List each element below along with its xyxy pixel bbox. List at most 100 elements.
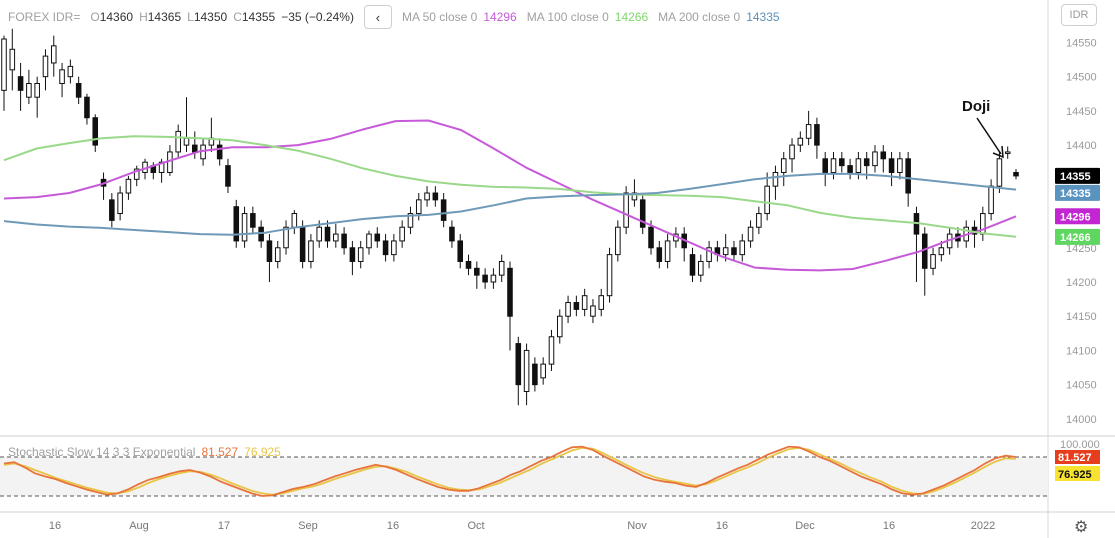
candle-body	[698, 260, 704, 276]
chevron-left-icon: ‹	[375, 9, 381, 25]
candle-body	[805, 124, 812, 139]
candle-body	[905, 158, 911, 194]
open-value: 14360	[99, 10, 134, 24]
high-label: H	[139, 10, 148, 24]
candle-body	[747, 226, 754, 242]
candle-body	[822, 158, 828, 173]
ma100-value: 14266	[614, 10, 649, 24]
candle-body	[216, 144, 223, 160]
ma100-price-badge	[1055, 228, 1100, 245]
candle-body	[996, 158, 1003, 187]
candle-body	[930, 254, 936, 269]
candle-body	[299, 226, 306, 262]
candle-body	[9, 48, 16, 71]
candle-body	[664, 240, 671, 262]
ma200-label[interactable]: MA 200 close 0	[658, 10, 741, 24]
ma200-price-badge-text: 14335	[1060, 188, 1091, 200]
last-price-badge-text: 14355	[1060, 171, 1091, 183]
change-value: −35 (−0.24%)	[281, 10, 354, 24]
candle-body	[457, 240, 464, 262]
stochastic-k-line	[3, 445, 1017, 497]
y-tick-label: 14200	[1066, 277, 1097, 289]
candle-body	[67, 65, 74, 78]
candle-body	[34, 83, 40, 98]
candle-body	[706, 247, 712, 262]
y-tick-label: 14000	[1066, 414, 1097, 426]
candle-body	[324, 226, 331, 242]
candle-body	[59, 69, 65, 85]
stochastic-y-tick: 100.000	[1060, 439, 1100, 451]
candle-body	[780, 158, 787, 173]
candle-body	[880, 151, 887, 160]
candle-body	[225, 165, 231, 187]
stochastic-d-badge-text: 76.925	[1058, 469, 1092, 481]
candle-body	[1, 38, 7, 91]
close-label: C	[233, 10, 242, 24]
candle-body	[192, 144, 198, 153]
x-tick-label: 16	[387, 520, 399, 532]
candle-body	[490, 274, 497, 283]
stochastic-label[interactable]: Stochastic Slow 14 3 3 Exponential	[8, 445, 196, 459]
currency-button[interactable]: IDR	[1061, 4, 1097, 26]
symbol-label[interactable]: FOREX IDR=	[8, 10, 81, 24]
candle-body	[92, 117, 99, 146]
candle-body	[863, 158, 870, 167]
candle-body	[75, 83, 82, 98]
candle-body	[84, 96, 90, 119]
y-tick-label: 14050	[1066, 380, 1097, 392]
candle-body	[183, 137, 190, 146]
ma100-label[interactable]: MA 100 close 0	[526, 10, 609, 24]
candle-body	[465, 260, 472, 269]
candle-body	[507, 267, 513, 317]
candle-body	[266, 240, 273, 262]
y-tick-label: 14450	[1066, 106, 1097, 118]
candle-body	[921, 233, 928, 269]
candle-body	[482, 274, 488, 283]
x-tick-label: Oct	[467, 520, 484, 532]
candle-body	[308, 240, 314, 262]
candle-body	[415, 199, 422, 215]
candle-body	[233, 206, 240, 242]
x-tick-label: Dec	[795, 520, 815, 532]
collapse-legend-button[interactable]: ‹	[363, 5, 392, 29]
ma50-value: 14296	[483, 10, 517, 24]
candle-body	[648, 226, 654, 249]
ma100-line	[3, 135, 1017, 238]
stochastic-k-badge	[1055, 450, 1100, 464]
x-tick-label: 17	[218, 520, 230, 532]
y-tick-label: 14150	[1066, 311, 1097, 323]
x-tick-label: 16	[716, 520, 728, 532]
x-tick-label: 16	[883, 520, 895, 532]
candle-body	[689, 254, 696, 276]
candle-body	[291, 213, 298, 228]
candle-body	[26, 83, 32, 98]
candle-body	[432, 192, 439, 201]
candle-body	[17, 76, 24, 91]
candle-body	[855, 158, 862, 173]
candle-body	[797, 137, 804, 146]
x-tick-label: 2022	[971, 520, 995, 532]
candle-body	[606, 254, 613, 297]
open-label: O	[90, 10, 100, 24]
candle-body	[565, 302, 571, 317]
candle-body	[175, 130, 181, 153]
x-tick-label: Nov	[627, 520, 647, 532]
candle-body	[42, 55, 49, 78]
gear-icon[interactable]: ⚙	[1074, 519, 1089, 536]
ma50-label[interactable]: MA 50 close 0	[401, 10, 478, 24]
candle-body	[366, 233, 372, 249]
y-tick-label: 14250	[1066, 243, 1097, 255]
candle-body	[283, 226, 289, 249]
candle-body	[830, 158, 837, 173]
candle-body	[50, 45, 57, 64]
ma200-price-badge	[1055, 184, 1100, 201]
doji-arrow-line	[976, 117, 1002, 155]
ma50-price-badge	[1055, 208, 1100, 225]
stochastic-k-value: 81.527	[201, 445, 239, 459]
candle-body	[764, 185, 770, 215]
candle-body	[581, 295, 588, 310]
ma200-value: 14335	[746, 10, 780, 24]
candle-body	[789, 144, 795, 160]
stochastic-k-badge-text: 81.527	[1058, 452, 1092, 464]
